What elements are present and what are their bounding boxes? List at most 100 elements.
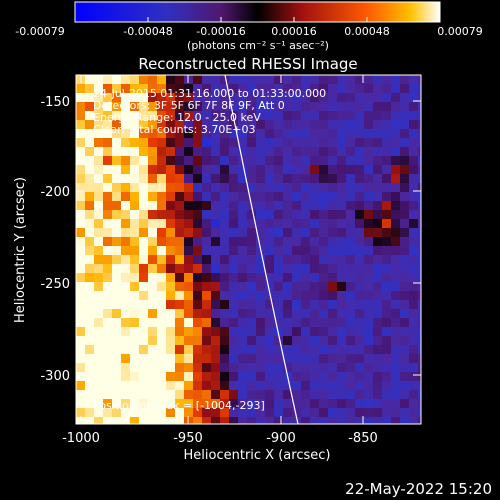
image-pixel bbox=[76, 192, 85, 201]
image-pixel bbox=[310, 93, 319, 102]
x-tick-label: -950 bbox=[173, 431, 203, 446]
image-pixel bbox=[364, 219, 373, 228]
image-pixel bbox=[310, 237, 319, 246]
image-pixel bbox=[274, 192, 283, 201]
image-pixel bbox=[319, 255, 328, 264]
image-pixel bbox=[175, 84, 184, 93]
image-pixel bbox=[85, 210, 94, 219]
image-pixel bbox=[184, 228, 193, 237]
image-pixel bbox=[301, 237, 310, 246]
image-pixel bbox=[94, 417, 103, 424]
image-pixel bbox=[283, 390, 292, 399]
image-pixel bbox=[103, 336, 112, 345]
image-pixel bbox=[337, 381, 346, 390]
image-pixel bbox=[211, 318, 220, 327]
image-pixel bbox=[238, 192, 247, 201]
image-pixel bbox=[229, 381, 238, 390]
image-pixel bbox=[373, 210, 382, 219]
image-pixel bbox=[193, 300, 202, 309]
image-pixel bbox=[85, 174, 94, 183]
image-pixel bbox=[175, 309, 184, 318]
image-pixel bbox=[346, 102, 355, 111]
image-pixel bbox=[256, 390, 265, 399]
image-pixel bbox=[283, 228, 292, 237]
image-pixel bbox=[220, 237, 229, 246]
x-tick-label: -850 bbox=[348, 431, 378, 446]
image-pixel bbox=[256, 210, 265, 219]
image-pixel bbox=[247, 399, 256, 408]
image-pixel bbox=[418, 345, 421, 354]
image-pixel bbox=[391, 138, 400, 147]
image-pixel bbox=[292, 237, 301, 246]
image-pixel bbox=[175, 255, 184, 264]
image-pixel bbox=[364, 390, 373, 399]
image-pixel bbox=[310, 273, 319, 282]
colorbar-tick-label: -0.00016 bbox=[196, 25, 245, 38]
image-pixel bbox=[274, 273, 283, 282]
image-pixel bbox=[229, 201, 238, 210]
colorbar-units: (photons cm⁻² s⁻¹ asec⁻²) bbox=[187, 39, 329, 52]
image-pixel bbox=[328, 84, 337, 93]
image-pixel bbox=[193, 390, 202, 399]
image-pixel bbox=[148, 363, 157, 372]
image-pixel bbox=[373, 111, 382, 120]
image-pixel bbox=[76, 93, 85, 102]
image-pixel bbox=[319, 300, 328, 309]
image-pixel bbox=[103, 246, 112, 255]
image-pixel bbox=[76, 138, 85, 147]
image-pixel bbox=[373, 147, 382, 156]
image-pixel bbox=[76, 174, 85, 183]
image-pixel bbox=[139, 282, 148, 291]
image-pixel bbox=[310, 399, 319, 408]
image-pixel bbox=[256, 219, 265, 228]
image-pixel bbox=[292, 93, 301, 102]
image-pixel bbox=[400, 246, 409, 255]
image-pixel bbox=[85, 309, 94, 318]
image-pixel bbox=[184, 219, 193, 228]
image-pixel bbox=[346, 84, 355, 93]
image-pixel bbox=[310, 129, 319, 138]
colorbar-tick-label: 0.00079 bbox=[437, 25, 483, 38]
image-pixel bbox=[265, 417, 274, 424]
image-pixel bbox=[310, 363, 319, 372]
image-pixel bbox=[94, 228, 103, 237]
image-pixel bbox=[202, 291, 211, 300]
image-pixel bbox=[193, 228, 202, 237]
image-pixel bbox=[166, 282, 175, 291]
image-pixel bbox=[94, 237, 103, 246]
image-pixel bbox=[76, 273, 85, 282]
image-pixel bbox=[364, 192, 373, 201]
image-pixel bbox=[346, 408, 355, 417]
image-pixel bbox=[364, 237, 373, 246]
image-pixel bbox=[220, 174, 229, 183]
image-pixel bbox=[292, 183, 301, 192]
image-pixel bbox=[157, 138, 166, 147]
image-pixel bbox=[301, 192, 310, 201]
image-pixel bbox=[355, 255, 364, 264]
image-pixel bbox=[373, 192, 382, 201]
image-pixel bbox=[166, 291, 175, 300]
image-pixel bbox=[364, 381, 373, 390]
image-pixel bbox=[274, 183, 283, 192]
image-pixel bbox=[247, 210, 256, 219]
footer-date: 22-May-2022 15:20 bbox=[345, 480, 492, 498]
image-pixel bbox=[400, 174, 409, 183]
image-pixel bbox=[148, 219, 157, 228]
image-pixel bbox=[373, 327, 382, 336]
image-pixel bbox=[220, 300, 229, 309]
image-pixel bbox=[355, 156, 364, 165]
image-pixel bbox=[256, 111, 265, 120]
image-pixel bbox=[112, 147, 121, 156]
image-pixel bbox=[157, 246, 166, 255]
image-pixel bbox=[382, 309, 391, 318]
image-pixel bbox=[400, 129, 409, 138]
image-pixel bbox=[76, 390, 85, 399]
image-pixel bbox=[193, 237, 202, 246]
image-pixel bbox=[112, 156, 121, 165]
image-pixel bbox=[346, 336, 355, 345]
image-pixel bbox=[247, 129, 256, 138]
image-pixel bbox=[76, 165, 85, 174]
image-pixel bbox=[328, 417, 337, 424]
image-pixel bbox=[85, 408, 94, 417]
image-pixel bbox=[319, 147, 328, 156]
